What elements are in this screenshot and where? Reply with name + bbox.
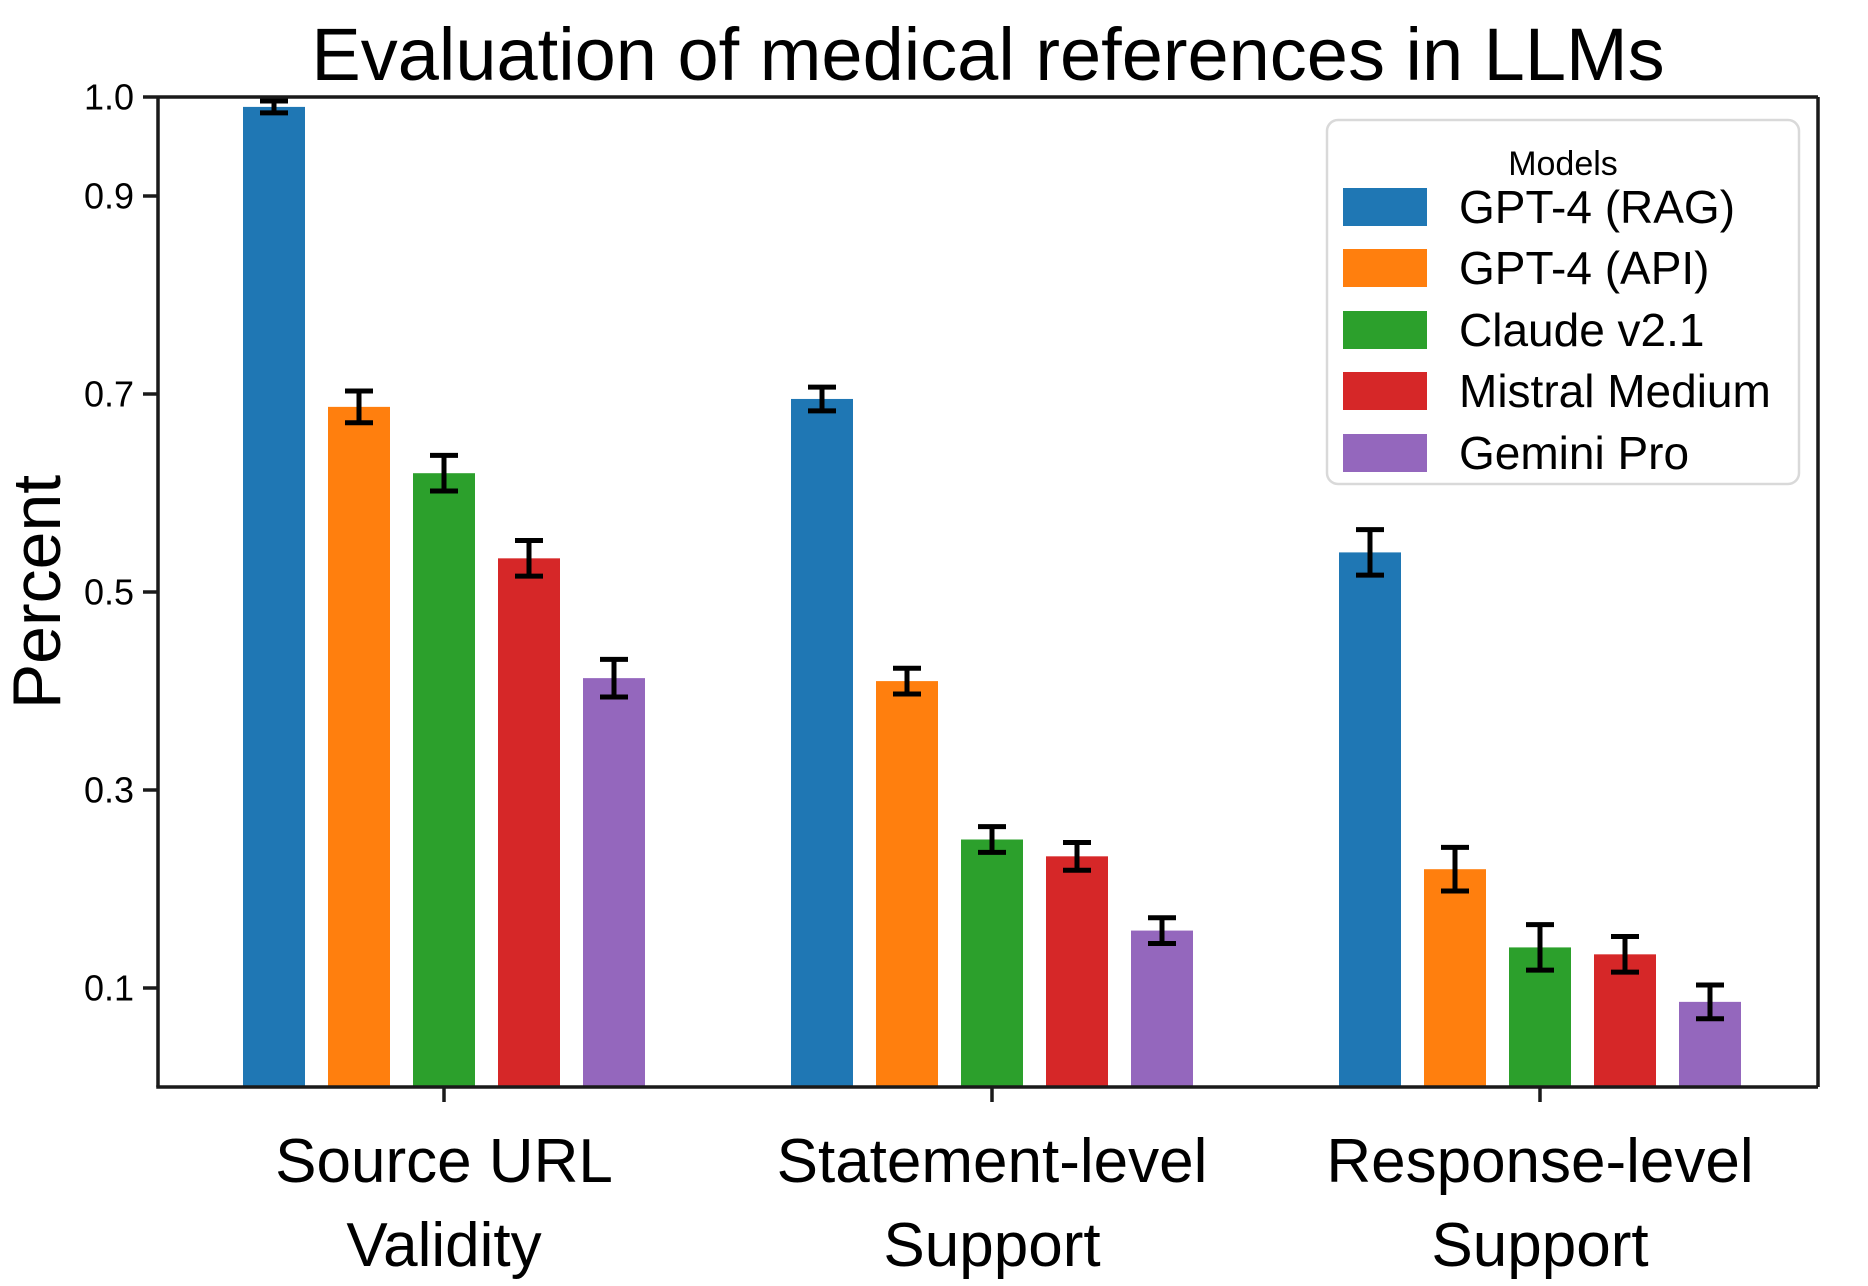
bar-gpt-4-rag--cat2 <box>1339 552 1401 1087</box>
error-bar <box>978 824 1006 855</box>
y-tick-label: 0.5 <box>84 572 134 613</box>
bar-mistral-medium-cat1 <box>1046 856 1108 1087</box>
legend-entry: Gemini Pro <box>1343 427 1689 479</box>
bar-gpt-4-api--cat0 <box>328 406 390 1087</box>
bar-gpt-4-api--cat2 <box>1424 869 1486 1087</box>
y-tick-label: 0.1 <box>84 968 134 1009</box>
error-bar <box>430 452 458 494</box>
bar-gemini-pro-cat0 <box>583 678 645 1087</box>
bar-gpt-4-rag--cat0 <box>243 106 305 1087</box>
legend-swatch-mistral-medium <box>1343 372 1427 410</box>
error-bar <box>260 98 288 116</box>
error-bar <box>1063 839 1091 873</box>
chart-title: Evaluation of medical references in LLMs <box>311 13 1664 96</box>
bar-gpt-4-rag--cat1 <box>791 398 853 1087</box>
legend-box <box>1325 118 1801 486</box>
x-category-label: Response-level Support <box>1326 1127 1753 1280</box>
y-tick-label: 0.3 <box>84 770 134 811</box>
x-category-label: Statement-level Support <box>777 1127 1208 1280</box>
bar-gemini-pro-cat1 <box>1131 930 1193 1087</box>
bar-mistral-medium-cat0 <box>498 558 560 1087</box>
legend-entry: GPT-4 (API) <box>1343 242 1709 294</box>
legend-entry: Mistral Medium <box>1343 365 1771 417</box>
error-bars-layer <box>260 98 1724 1022</box>
error-bar <box>893 665 921 697</box>
error-bar <box>1611 934 1639 975</box>
legend-label: Gemini Pro <box>1459 427 1689 479</box>
bar-claude-v2-1-cat0 <box>413 473 475 1087</box>
error-bar <box>1148 915 1176 946</box>
y-tick-label: 0.7 <box>84 374 134 415</box>
bar-claude-v2-1-cat1 <box>961 839 1023 1087</box>
error-bar <box>515 538 543 579</box>
ticks-layer: 1.0 0.9 0.7 0.5 0.3 0.1 <box>84 77 1542 1102</box>
legend-entry: GPT-4 (RAG) <box>1343 181 1735 233</box>
legend-swatch-claude-v2-1 <box>1343 311 1427 349</box>
legend-label: Mistral Medium <box>1459 365 1771 417</box>
bar-gpt-4-api--cat1 <box>876 681 938 1087</box>
legend-swatch-gpt-4-rag- <box>1343 188 1427 226</box>
error-bar <box>1356 527 1384 578</box>
x-category-labels: Source URL Validity Statement-level Support… <box>275 1127 1754 1280</box>
error-bar <box>600 656 628 700</box>
x-category-label: Source URL Validity <box>275 1127 613 1280</box>
legend-title: Models <box>1508 145 1618 183</box>
y-axis-label: Percent <box>0 475 75 709</box>
bars-layer <box>243 106 1741 1087</box>
legend-label: GPT-4 (API) <box>1459 242 1709 294</box>
legend-label: Claude v2.1 <box>1459 304 1705 356</box>
legend-swatch-gpt-4-api- <box>1343 249 1427 287</box>
y-tick-label: 0.9 <box>84 176 134 217</box>
legend-entries: GPT-4 (RAG) GPT-4 (API) Claude v2.1 Mistral… <box>1343 181 1771 479</box>
y-tick-label: 1.0 <box>84 77 134 118</box>
legend-swatch-gemini-pro <box>1343 434 1427 472</box>
legend: Models GPT-4 (RAG) GPT-4 (API) Claude v2.1… <box>1325 118 1801 486</box>
error-bar <box>1526 922 1554 973</box>
error-bar <box>345 388 373 426</box>
error-bar <box>1441 844 1469 894</box>
error-bar <box>808 384 836 414</box>
legend-label: GPT-4 (RAG) <box>1459 181 1735 233</box>
bar-mistral-medium-cat2 <box>1594 954 1656 1087</box>
legend-entry: Claude v2.1 <box>1343 304 1705 356</box>
error-bar <box>1696 982 1724 1022</box>
